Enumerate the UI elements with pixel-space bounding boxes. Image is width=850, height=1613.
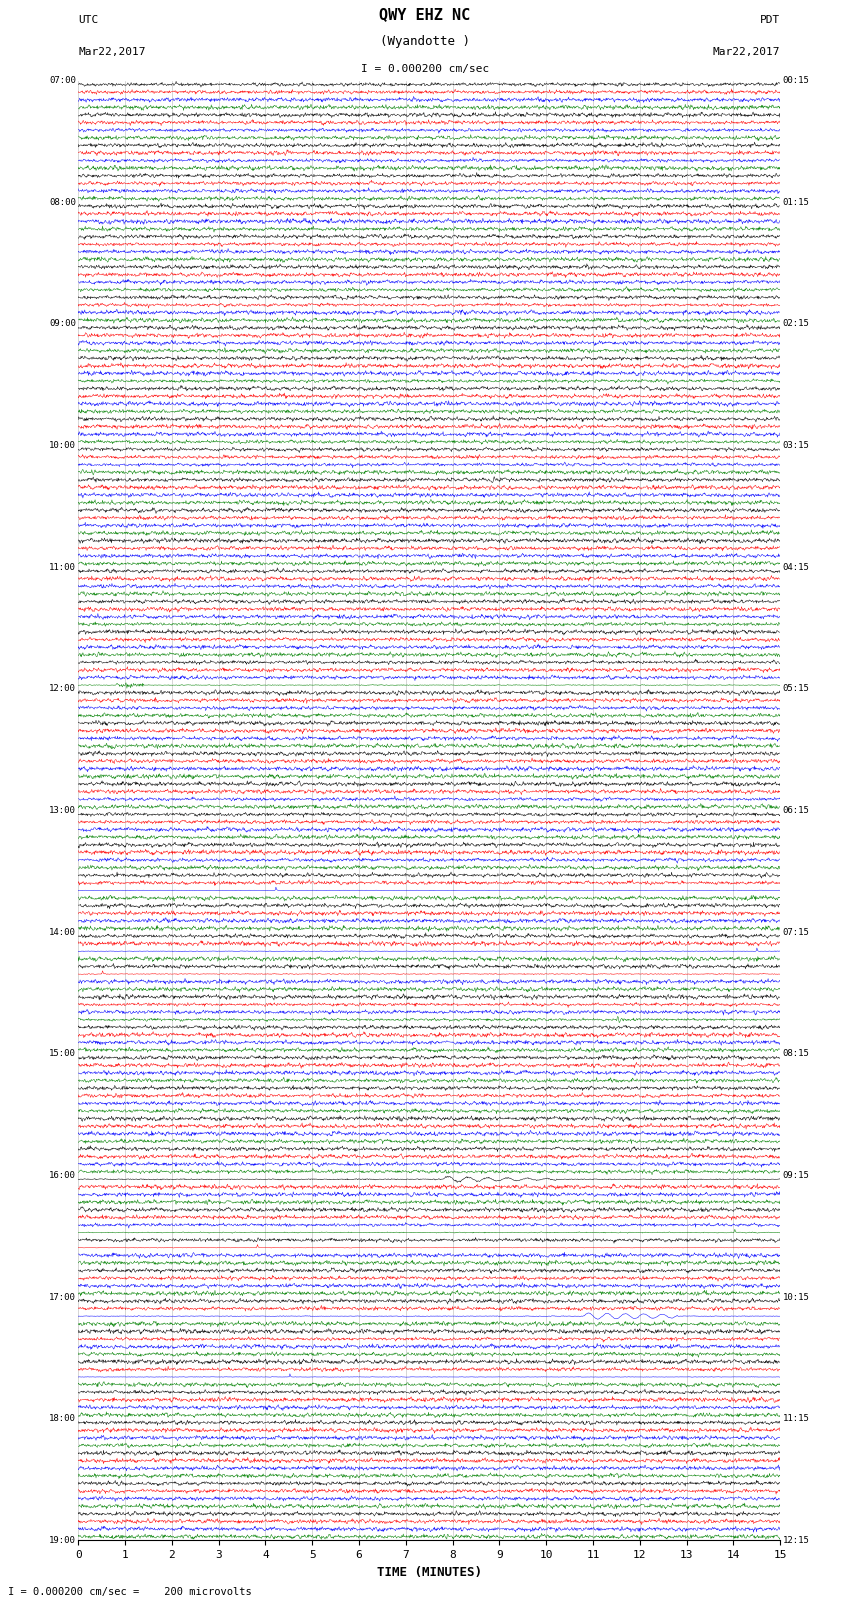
Text: 15:00: 15:00: [49, 1050, 76, 1058]
Text: PDT: PDT: [760, 15, 780, 26]
Text: Mar22,2017: Mar22,2017: [713, 47, 780, 58]
Text: 00:15: 00:15: [782, 76, 809, 85]
Text: 02:15: 02:15: [782, 319, 809, 329]
Text: 12:00: 12:00: [49, 684, 76, 694]
Text: 19:00: 19:00: [49, 1536, 76, 1545]
Text: (Wyandotte ): (Wyandotte ): [380, 35, 470, 48]
Text: 10:15: 10:15: [782, 1292, 809, 1302]
Text: 03:15: 03:15: [782, 440, 809, 450]
Text: 11:00: 11:00: [49, 563, 76, 571]
Text: 05:15: 05:15: [782, 684, 809, 694]
Text: I = 0.000200 cm/sec: I = 0.000200 cm/sec: [361, 63, 489, 74]
Text: 06:15: 06:15: [782, 806, 809, 815]
Text: 09:15: 09:15: [782, 1171, 809, 1181]
Text: UTC: UTC: [78, 15, 99, 26]
Text: 16:00: 16:00: [49, 1171, 76, 1181]
Text: 12:15: 12:15: [782, 1536, 809, 1545]
Text: 14:00: 14:00: [49, 927, 76, 937]
Text: 11:15: 11:15: [782, 1415, 809, 1423]
Text: 17:00: 17:00: [49, 1292, 76, 1302]
Text: Mar22,2017: Mar22,2017: [78, 47, 145, 58]
Text: 18:00: 18:00: [49, 1415, 76, 1423]
Text: 01:15: 01:15: [782, 198, 809, 206]
Text: 07:15: 07:15: [782, 927, 809, 937]
Text: 13:00: 13:00: [49, 806, 76, 815]
Text: 07:00: 07:00: [49, 76, 76, 85]
Text: 08:15: 08:15: [782, 1050, 809, 1058]
Text: QWY EHZ NC: QWY EHZ NC: [379, 6, 471, 23]
Text: I = 0.000200 cm/sec =    200 microvolts: I = 0.000200 cm/sec = 200 microvolts: [8, 1587, 252, 1597]
Text: 10:00: 10:00: [49, 440, 76, 450]
X-axis label: TIME (MINUTES): TIME (MINUTES): [377, 1566, 482, 1579]
Text: 09:00: 09:00: [49, 319, 76, 329]
Text: 04:15: 04:15: [782, 563, 809, 571]
Text: 08:00: 08:00: [49, 198, 76, 206]
